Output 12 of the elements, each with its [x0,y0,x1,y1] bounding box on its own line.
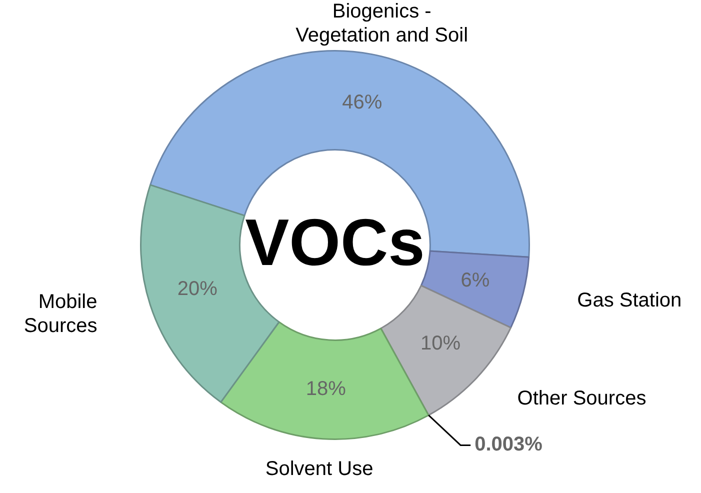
data-label: 0.003% [474,434,543,456]
data-label: 20% [177,278,218,300]
data-label: 10% [420,332,461,355]
slice-label: Gas Station [577,289,682,312]
slice-label: Mobile Sources [24,291,98,338]
slice-label: Biogenics - Vegetation and Soil [296,0,468,46]
text: VOCs [245,205,425,280]
data-label: 18% [306,378,346,400]
data-label: 46% [342,91,382,114]
slice-label: Other Sources [517,388,646,410]
slice-label: Solvent Use [265,458,374,480]
data-label: 6% [460,269,490,292]
